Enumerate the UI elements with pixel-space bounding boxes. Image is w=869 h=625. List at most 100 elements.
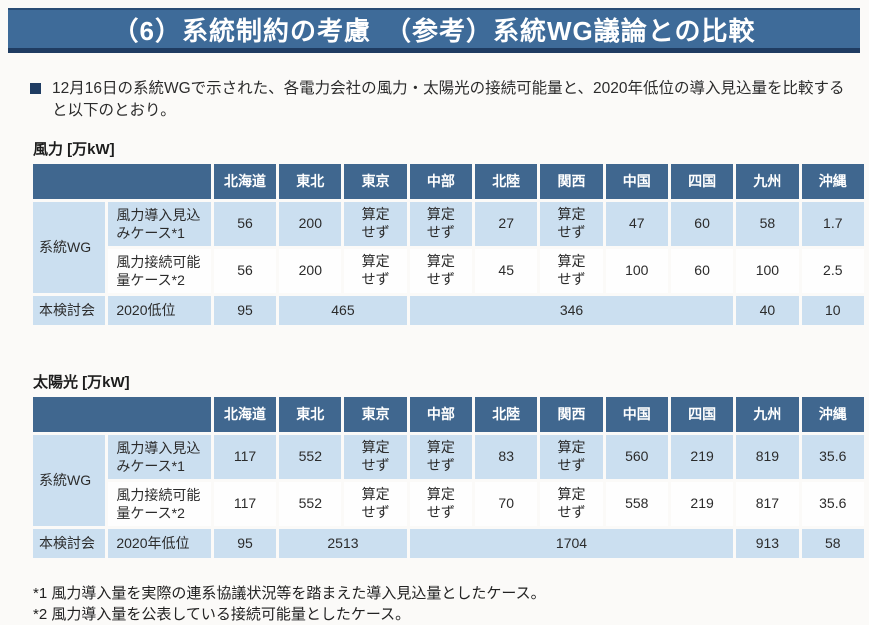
col-header-chubu: 中部	[409, 163, 473, 199]
row-label-2020-low: 2020年低位	[108, 528, 211, 558]
solar-review-row: 本検討会 2020年低位 95 2513 1704 913 58	[33, 528, 864, 558]
value-cell: 27	[475, 201, 538, 246]
value-cell: 10	[801, 295, 864, 325]
value-cell: 56	[213, 201, 277, 246]
page-title: （6）系統制約の考慮 （参考）系統WG議論との比較	[112, 15, 756, 46]
footnotes: *1 風力導入量を実際の連系協議状況等を踏まえた導入見込量としたケース。 *2 …	[33, 583, 869, 625]
col-header-hokkaido: 北海道	[213, 396, 277, 432]
value-cell: 47	[605, 201, 668, 246]
value-cell: 558	[605, 481, 668, 526]
col-header-kansai: 関西	[540, 163, 603, 199]
solar-case1-row: 系統WG 風力導入見込 みケース*1 117 552 算定 せず 算定 せず 8…	[33, 434, 864, 526]
col-header-shikoku: 四国	[670, 163, 734, 199]
value-cell: 算定 せず	[409, 201, 473, 246]
value-cell: 60	[670, 248, 734, 293]
row-label-case2: 風力接続可能 量ケース*2	[108, 248, 211, 293]
row-group-keito-wg: 系統WG	[33, 434, 106, 526]
value-cell: 560	[605, 434, 668, 479]
value-cell: 100	[736, 248, 799, 293]
row-group-keito-wg: 系統WG	[33, 201, 106, 293]
value-cell: 算定 せず	[344, 481, 407, 526]
value-cell: 算定 せず	[540, 434, 603, 479]
value-cell: 95	[213, 528, 277, 558]
value-cell: 45	[475, 248, 538, 293]
value-cell-merged: 2513	[279, 528, 407, 558]
value-cell: 117	[213, 434, 277, 479]
value-cell: 100	[605, 248, 668, 293]
value-cell: 56	[213, 248, 277, 293]
bullet-square-icon	[30, 83, 41, 94]
col-header-tokyo: 東京	[344, 396, 407, 432]
wind-table: 北海道 東北 東京 中部 北陸 関西 中国 四国 九州 沖縄 系統WG 風力導入…	[30, 161, 867, 328]
wind-case1-row: 系統WG 風力導入見込 みケース*1 56 200 算定 せず 算定 せず 27…	[33, 201, 864, 293]
solar-table-caption: 太陽光 [万kW]	[33, 373, 130, 391]
value-cell: 913	[736, 528, 799, 558]
value-cell: 算定 せず	[344, 201, 407, 246]
value-cell: 95	[213, 295, 277, 325]
value-cell: 35.6	[801, 434, 864, 479]
row-group-review: 本検討会	[33, 295, 106, 325]
value-cell: 算定 せず	[409, 481, 473, 526]
col-header-tohoku: 東北	[279, 163, 342, 199]
value-cell: 算定 せず	[344, 248, 407, 293]
value-cell-merged: 346	[409, 295, 734, 325]
corner-header-cell	[33, 396, 211, 432]
value-cell: 552	[279, 434, 342, 479]
value-cell: 1.7	[801, 201, 864, 246]
solar-table: 北海道 東北 東京 中部 北陸 関西 中国 四国 九州 沖縄 系統WG 風力導入…	[30, 394, 867, 561]
value-cell: 552	[279, 481, 342, 526]
col-header-hokkaido: 北海道	[213, 163, 277, 199]
col-header-okinawa: 沖縄	[801, 396, 864, 432]
wind-case2-row: 風力接続可能 量ケース*2 56 200 算定 せず 算定 せず 45 算定 せ…	[33, 248, 864, 293]
col-header-kyushu: 九州	[736, 163, 799, 199]
row-label-case2: 風力接続可能 量ケース*2	[108, 481, 211, 526]
row-label-2020-low: 2020低位	[108, 295, 211, 325]
value-cell: 算定 せず	[540, 248, 603, 293]
value-cell: 117	[213, 481, 277, 526]
col-header-hokuriku: 北陸	[475, 163, 538, 199]
value-cell: 219	[670, 434, 734, 479]
value-cell: 58	[801, 528, 864, 558]
value-cell: 817	[736, 481, 799, 526]
wind-review-row: 本検討会 2020低位 95 465 346 40 10	[33, 295, 864, 325]
value-cell: 819	[736, 434, 799, 479]
value-cell-merged: 1704	[409, 528, 734, 558]
wind-table-caption: 風力 [万kW]	[33, 140, 115, 158]
slide-page: （6）系統制約の考慮 （参考）系統WG議論との比較 12月16日の系統WGで示さ…	[0, 8, 869, 625]
col-header-hokuriku: 北陸	[475, 396, 538, 432]
value-cell: 2.5	[801, 248, 864, 293]
col-header-tohoku: 東北	[279, 396, 342, 432]
wind-header-row: 北海道 東北 東京 中部 北陸 関西 中国 四国 九州 沖縄	[33, 163, 864, 199]
col-header-shikoku: 四国	[670, 396, 734, 432]
intro-paragraph: 12月16日の系統WGで示された、各電力会社の風力・太陽光の接続可能量と、202…	[30, 78, 851, 123]
row-label-case1: 風力導入見込 みケース*1	[108, 434, 211, 479]
title-banner: （6）系統制約の考慮 （参考）系統WG議論との比較	[8, 8, 860, 53]
row-group-review: 本検討会	[33, 528, 106, 558]
value-cell: 40	[736, 295, 799, 325]
corner-header-cell	[33, 163, 211, 199]
value-cell: 219	[670, 481, 734, 526]
footnote-line-2: *2 風力導入量を公表している接続可能量としたケース。	[33, 605, 411, 623]
col-header-chugoku: 中国	[605, 163, 668, 199]
intro-text: 12月16日の系統WGで示された、各電力会社の風力・太陽光の接続可能量と、202…	[52, 80, 845, 120]
value-cell: 58	[736, 201, 799, 246]
col-header-tokyo: 東京	[344, 163, 407, 199]
solar-header-row: 北海道 東北 東京 中部 北陸 関西 中国 四国 九州 沖縄	[33, 396, 864, 432]
footnote-line-1: *1 風力導入量を実際の連系協議状況等を踏まえた導入見込量としたケース。	[33, 584, 546, 602]
col-header-kansai: 関西	[540, 396, 603, 432]
value-cell: 算定 せず	[409, 434, 473, 479]
value-cell: 算定 せず	[409, 248, 473, 293]
value-cell: 算定 せず	[540, 201, 603, 246]
value-cell: 200	[279, 248, 342, 293]
col-header-chubu: 中部	[409, 396, 473, 432]
value-cell: 算定 せず	[344, 434, 407, 479]
value-cell: 83	[475, 434, 538, 479]
value-cell: 200	[279, 201, 342, 246]
row-label-case1: 風力導入見込 みケース*1	[108, 201, 211, 246]
value-cell: 70	[475, 481, 538, 526]
value-cell: 35.6	[801, 481, 864, 526]
solar-case2-row: 風力接続可能 量ケース*2 117 552 算定 せず 算定 せず 70 算定 …	[33, 481, 864, 526]
value-cell-merged: 465	[279, 295, 407, 325]
col-header-kyushu: 九州	[736, 396, 799, 432]
value-cell: 算定 せず	[540, 481, 603, 526]
